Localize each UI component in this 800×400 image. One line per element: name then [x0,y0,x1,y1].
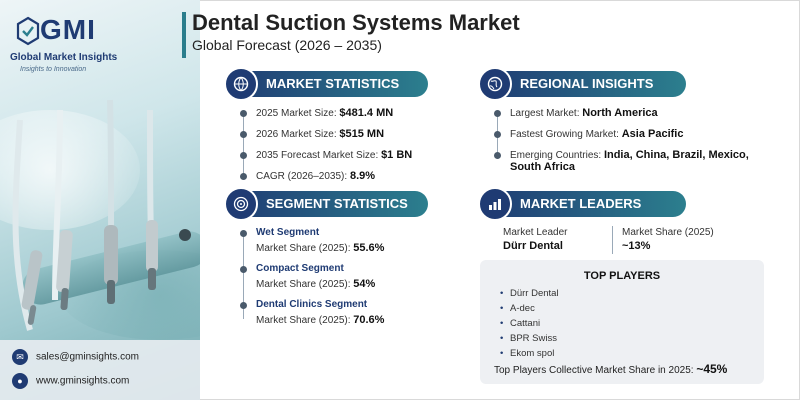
player-item: BPR Swiss [500,333,559,344]
regional-insights-list: Largest Market: North America Fastest Gr… [494,107,749,173]
contact-email[interactable]: ✉ sales@gminsights.com [12,349,139,365]
page-subtitle: Global Forecast (2026 – 2035) [192,37,382,53]
email-icon: ✉ [12,349,28,365]
player-item: Dürr Dental [500,288,559,299]
list-item: 2025 Market Size: $481.4 MN [240,107,412,119]
contact-website[interactable]: ● www.gminsights.com [12,373,129,389]
web-icon: ● [12,373,28,389]
market-leaders-header: MARKET LEADERS [478,187,686,221]
globe-chart-icon [224,67,258,101]
top-players-title: TOP PLAYERS [583,270,661,282]
globe-icon [478,67,512,101]
list-item: Dental Clinics Segment Market Share (2025… [240,299,384,326]
target-icon [224,187,258,221]
logo-tagline: Insights to Innovation [20,66,87,73]
top-players-list: Dürr Dental A-dec Cattani BPR Swiss Ekom… [500,288,559,363]
list-item: CAGR (2026–2035): 8.9% [240,170,412,182]
title-accent-bar [182,12,186,58]
contact-bar: ✉ sales@gminsights.com ● www.gminsights.co… [0,340,200,400]
player-item: Ekom spol [500,348,559,359]
segment-statistics-list: Wet Segment Market Share (2025): 55.6% Co… [240,227,384,335]
list-item: Wet Segment Market Share (2025): 55.6% [240,227,384,254]
logo-abbr: GMI [40,14,96,45]
player-item: A-dec [500,303,559,314]
list-item: Compact Segment Market Share (2025): 54% [240,263,384,290]
market-leaders-title: MARKET LEADERS [520,196,642,211]
market-statistics-title: MARKET STATISTICS [266,76,400,91]
market-leader-value: Dürr Dental [503,240,563,252]
bar-chart-icon [478,187,512,221]
segment-statistics-title: SEGMENT STATISTICS [266,196,408,211]
regional-insights-title: REGIONAL INSIGHTS [520,76,654,91]
market-leader-label: Market Leader [503,227,568,238]
list-item: Emerging Countries: India, China, Brazil… [494,149,749,173]
logo-name: Global Market Insights [10,52,118,63]
page-title: Dental Suction Systems Market [192,10,520,35]
market-leader: Market Leader Dürr Dental [503,227,567,252]
collective-share: Top Players Collective Market Share in 2… [494,362,728,376]
market-statistics-list: 2025 Market Size: $481.4 MN 2026 Market … [240,107,412,182]
market-statistics-header: MARKET STATISTICS [224,67,428,101]
list-item: Fastest Growing Market: Asia Pacific [494,128,749,140]
top-players-panel: TOP PLAYERS Dürr Dental A-dec Cattani BP… [480,260,764,384]
divider [612,226,613,254]
gmi-logo: GMI Global Market Insights Insights to I… [10,12,120,82]
market-share-label: Market Share (2025) [622,227,714,238]
regional-insights-header: REGIONAL INSIGHTS [478,67,686,101]
player-item: Cattani [500,318,559,329]
gmi-logo-mark [16,16,40,46]
dental-equipment-photo [0,0,200,400]
list-item: Largest Market: North America [494,107,749,119]
market-share-value: ~13% [622,240,651,252]
list-item: 2035 Forecast Market Size: $1 BN [240,149,412,161]
segment-statistics-header: SEGMENT STATISTICS [224,187,428,221]
list-item: 2026 Market Size: $515 MN [240,128,412,140]
market-leader-share: Market Share (2025) ~13% [622,227,714,252]
